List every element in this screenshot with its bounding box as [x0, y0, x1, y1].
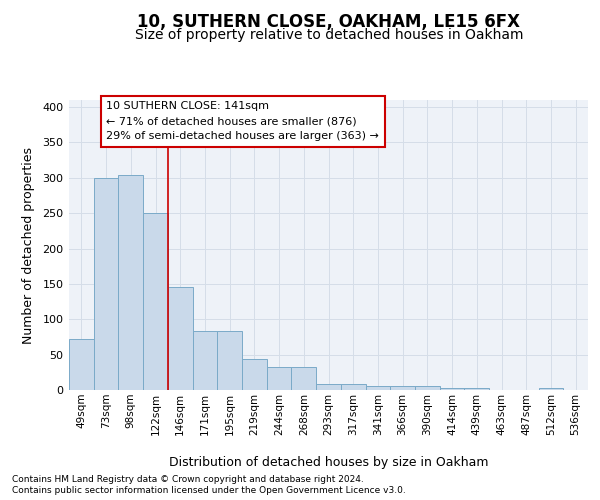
- Bar: [539, 388, 563, 390]
- Text: Contains HM Land Registry data © Crown copyright and database right 2024.: Contains HM Land Registry data © Crown c…: [12, 475, 364, 484]
- Bar: [440, 388, 464, 390]
- Bar: [168, 288, 193, 390]
- Bar: [316, 384, 341, 390]
- Text: Size of property relative to detached houses in Oakham: Size of property relative to detached ho…: [134, 28, 523, 42]
- Bar: [365, 386, 390, 390]
- Bar: [341, 384, 365, 390]
- Bar: [464, 388, 489, 390]
- Bar: [267, 368, 292, 390]
- Bar: [118, 175, 143, 390]
- Bar: [415, 386, 440, 390]
- Bar: [390, 386, 415, 390]
- Bar: [242, 359, 267, 390]
- Bar: [292, 368, 316, 390]
- Y-axis label: Number of detached properties: Number of detached properties: [22, 146, 35, 344]
- Text: Distribution of detached houses by size in Oakham: Distribution of detached houses by size …: [169, 456, 488, 469]
- Bar: [143, 213, 168, 390]
- Bar: [217, 332, 242, 390]
- Text: Contains public sector information licensed under the Open Government Licence v3: Contains public sector information licen…: [12, 486, 406, 495]
- Bar: [69, 339, 94, 390]
- Bar: [193, 332, 217, 390]
- Text: 10 SUTHERN CLOSE: 141sqm
← 71% of detached houses are smaller (876)
29% of semi-: 10 SUTHERN CLOSE: 141sqm ← 71% of detach…: [106, 102, 379, 141]
- Text: 10, SUTHERN CLOSE, OAKHAM, LE15 6FX: 10, SUTHERN CLOSE, OAKHAM, LE15 6FX: [137, 12, 520, 30]
- Bar: [94, 178, 118, 390]
